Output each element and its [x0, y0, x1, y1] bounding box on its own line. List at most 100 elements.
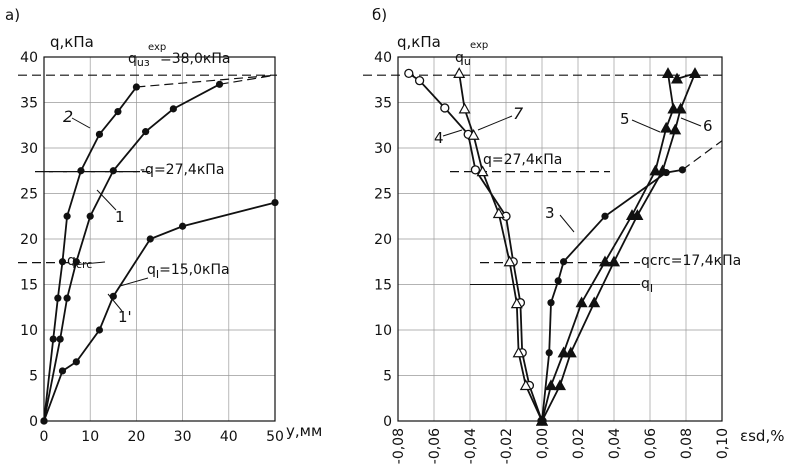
- panel-b-series-7-point: [453, 67, 466, 78]
- panel-b-x-tick-label: 0,06: [643, 428, 659, 459]
- panel-a-y-tick-label: 35: [20, 96, 38, 112]
- panel-b-y-tick-label: 25: [374, 187, 392, 203]
- panel-b-y-tick-label: 0: [383, 414, 392, 430]
- panel-b-series-7-point: [512, 346, 525, 358]
- panel-b-series-7-line: [458, 73, 543, 422]
- panel-b-label: б): [372, 6, 387, 24]
- panel-a-series-1'-point: [179, 222, 187, 230]
- panel-a-series-1'-point: [95, 326, 104, 334]
- panel-b-curve-6-leader: [680, 117, 702, 127]
- panel-b-series-6-point: [564, 346, 577, 358]
- panel-a-y-tick-label: 15: [20, 278, 38, 294]
- panel-b-series-5-point: [660, 121, 673, 133]
- panel-a-series-1'-point: [40, 417, 48, 425]
- panel-b-y-tick-label: 40: [374, 50, 392, 66]
- panel-b-series-7-point: [458, 102, 471, 114]
- panel-a-series-1'-point: [146, 235, 154, 243]
- panel-b-curve-label-7: 7: [513, 104, 524, 123]
- panel-b-curve-3-leader: [559, 214, 575, 233]
- panel-a-series-2-point: [95, 130, 104, 138]
- panel-b-series-3-point: [547, 299, 555, 307]
- panel-a-series-1'-line: [43, 201, 276, 422]
- panel-a-series-2-point: [114, 108, 122, 116]
- panel-a-y-tick-label: 20: [20, 232, 38, 248]
- panel-a-frame: [43, 56, 276, 422]
- panel-b-series-7-point: [467, 129, 480, 140]
- panel-a-series-1'-point: [72, 358, 80, 366]
- panel-a-series-2-point: [54, 294, 62, 302]
- panel-b-series-4-point: [414, 76, 425, 86]
- panel-b-series-5-line: [541, 73, 675, 422]
- panel-b-series-4-point: [440, 103, 450, 113]
- panel-a-y-tick-label: 40: [20, 50, 38, 66]
- panel-a-series-1-extrapolation: [219, 74, 276, 85]
- panel-b-series-3-point: [554, 277, 562, 285]
- panel-b-y-tick-label: 30: [374, 141, 392, 157]
- panel-b-x-tick-label: 0,08: [679, 428, 695, 459]
- panel-b-curve-7-leader: [477, 115, 513, 131]
- panel-b-series-3-point: [678, 166, 687, 174]
- panel-a-x-tick-label: 0: [40, 429, 49, 445]
- panel-b-x-axis-label: εsd,%: [740, 427, 784, 445]
- panel-b-y-tick-label: 20: [374, 232, 392, 248]
- panel-a-x-tick-label: 20: [127, 429, 145, 445]
- panel-b-x-tick-label: -0,02: [499, 428, 515, 464]
- panel-b-x-tick-label: -0,08: [391, 428, 407, 464]
- panel-b-series-6-point: [674, 102, 687, 114]
- panel-a-qu-exp-value: =38,0кПа: [160, 51, 230, 67]
- panel-b-series-7-point: [519, 379, 532, 391]
- panel-b-series-6-line: [541, 71, 697, 422]
- panel-b-series-3-point: [601, 212, 609, 220]
- panel-a-series-1'-point: [109, 292, 117, 300]
- panel-b-series-3-extrapolation: [682, 140, 723, 171]
- panel-a-series-2-point: [63, 212, 71, 220]
- panel-b-series-3-point: [560, 258, 568, 266]
- panel-b-x-tick-label: 0,00: [535, 428, 551, 459]
- panel-a-series-1-point: [63, 294, 71, 302]
- panel-b-frame: [397, 56, 723, 422]
- panel-b-qi-label: qI: [641, 276, 653, 295]
- panel-b-series-7-point: [510, 297, 523, 309]
- panel-a-series-1-point: [86, 212, 94, 220]
- panel-b-series-6-point: [588, 296, 601, 308]
- panel-b-series-5-point: [598, 255, 612, 267]
- panel-b-curve-4-leader: [442, 129, 463, 137]
- panel-a-qi-leader: [119, 277, 149, 287]
- panel-a-qu-exp-label: quз: [128, 51, 150, 69]
- panel-a-curve-2-leader: [71, 117, 91, 129]
- panel-b-qcrc-label: qcrc=17,4кПа: [641, 253, 741, 269]
- panel-a-series-1'-point: [58, 367, 67, 375]
- panel-a-y-tick-label: 30: [20, 141, 38, 157]
- panel-b-y-tick-label: 10: [374, 323, 392, 339]
- panel-b-x-tick-label: -0,06: [427, 428, 443, 464]
- panel-a-label: а): [5, 6, 20, 24]
- panel-a-curve-1prime-leader: [107, 293, 123, 312]
- panel-b-y-tick-label: 15: [374, 278, 392, 294]
- panel-b-series-5-point: [575, 296, 588, 308]
- panel-a-x-axis-label: y,мм: [286, 422, 322, 440]
- panel-a-x-tick-label: 10: [81, 429, 99, 445]
- panel-a-series-2-point: [58, 258, 67, 266]
- panel-b-series-3-line: [541, 168, 683, 422]
- panel-b-series-6-point: [607, 255, 621, 267]
- panel-a-series-2-point: [49, 335, 57, 343]
- panel-a-curve-label-2: 2: [63, 107, 73, 126]
- panel-a-series-1-point: [72, 258, 80, 266]
- panel-b-series-7-point: [503, 255, 516, 267]
- panel-b-curve-label-3: 3: [545, 204, 555, 222]
- panel-b-series-7-point: [476, 165, 489, 177]
- panel-a-curve-label-1: 1: [115, 208, 125, 226]
- panel-a-y-tick-label: 10: [20, 323, 38, 339]
- panel-a-series-1-point: [56, 335, 64, 343]
- panel-a-y-axis-label: q,кПа: [50, 33, 94, 51]
- panel-a-series-1-point: [142, 128, 150, 136]
- panel-b-series-7-point: [492, 207, 505, 219]
- panel-a-series-1'-point: [271, 199, 279, 207]
- panel-b-x-tick-label: 0,04: [607, 428, 623, 459]
- panel-b-series-5-point: [667, 102, 680, 114]
- panel-a-y-tick-label: 0: [29, 414, 38, 430]
- panel-b-series-3-point: [545, 349, 553, 357]
- panel-b-series-6-point: [535, 414, 549, 426]
- panel-b-x-tick-label: 0,02: [571, 428, 587, 459]
